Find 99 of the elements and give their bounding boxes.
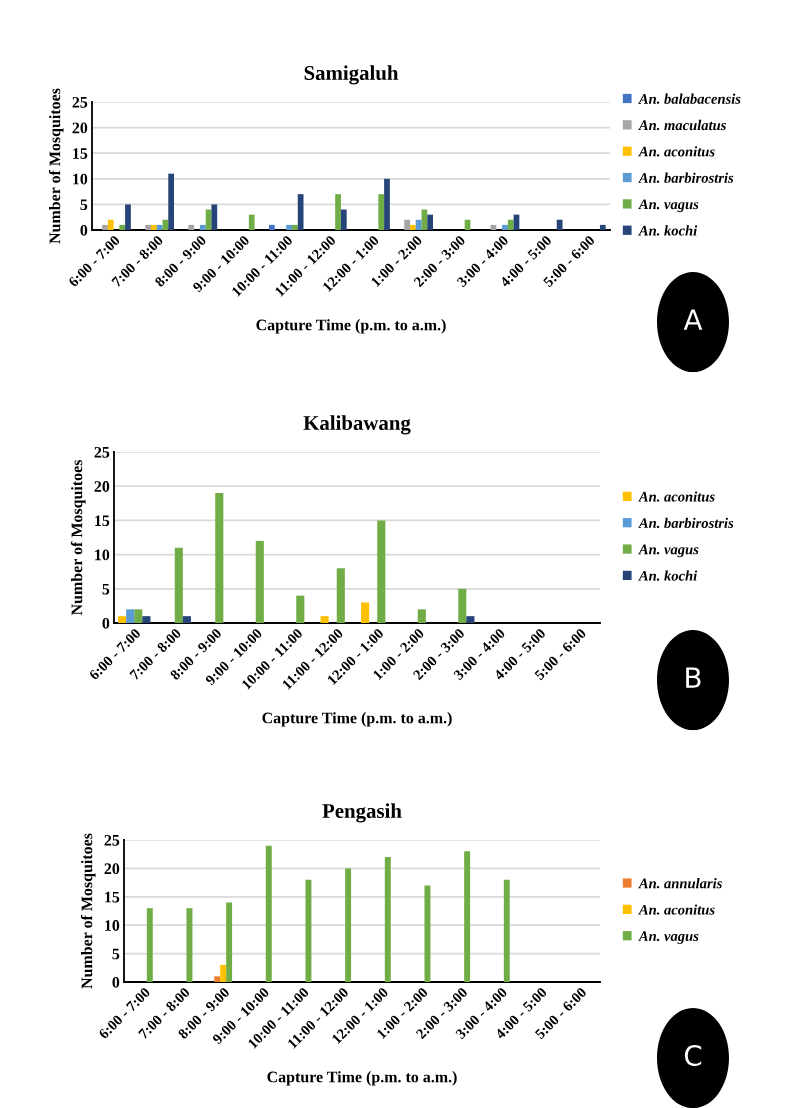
bar [268,224,275,230]
y-tick-label: 0 [80,224,88,236]
bar [507,219,514,230]
bar [345,868,352,982]
bar [119,224,126,230]
y-tick-label: 20 [94,481,110,492]
bar [286,224,293,230]
bar [220,964,227,982]
bar [134,609,143,623]
bar [305,879,312,982]
legend-label: An. balabacensis [638,93,741,104]
bar [118,616,127,623]
y-tick-label: 10 [73,173,88,185]
y-tick-label: 10 [105,920,120,931]
bar [145,224,151,230]
bar [174,547,183,623]
bar [361,602,370,623]
legend-label: An. aconitus [638,904,715,915]
legend-label: An. maculatus [638,119,726,131]
text: A [683,309,703,330]
bar [424,885,431,982]
y-tick-label: 5 [80,199,88,211]
bar [150,224,157,230]
bar [107,219,114,230]
bar [214,976,221,982]
bar [404,219,410,230]
chart-title: Pengasih [322,803,402,823]
legend-label: An. barbirostris [638,517,734,529]
y-tick-label: 15 [105,891,120,903]
bar [186,908,193,982]
y-tick-label: 5 [112,948,120,960]
bar [377,520,386,623]
bar [599,224,606,230]
legend-label: An. vagus [638,931,699,944]
y-tick-label: 10 [95,549,110,561]
bar [199,224,206,230]
y-tick-label: 5 [102,583,110,595]
y-axis-title: Number of Mosquitoes [80,833,96,989]
chart-title: Kalibawang [303,415,411,435]
legend-label: An. barbirostris [638,172,734,183]
bar [384,857,391,982]
y-tick-label: 25 [104,834,120,846]
bar [378,194,385,230]
y-tick-label: 0 [112,976,120,988]
bar [125,204,131,230]
bar [556,219,563,230]
legend-label: An. kochi [638,570,698,581]
text: B [686,667,701,688]
y-tick-label: 15 [95,515,110,527]
bar [188,224,195,230]
bar [182,616,191,623]
bar [146,908,153,982]
bar [292,224,298,230]
legend-label: An. annularis [638,878,722,889]
bar [458,588,467,623]
bar [464,851,471,982]
bar [384,178,390,230]
x-axis-title: Capture Time (p.m. to a.m.) [267,1071,457,1086]
legend-label: An. vagus [638,199,699,213]
legend-label: An. aconitus [638,491,715,502]
bar [297,194,304,230]
bar [336,568,345,623]
bar [126,609,135,623]
y-tick-label: 0 [102,617,110,629]
bar [248,214,255,230]
chart-title: Samigaluh [304,65,399,85]
bar [211,204,218,230]
bar [466,616,475,623]
legend-label: An. vagus [638,544,699,558]
x-axis-title: Capture Time (p.m. to a.m.) [256,319,446,334]
bar [417,609,426,623]
bar [215,493,224,623]
bar [255,540,264,623]
y-tick-label: 20 [104,863,120,875]
bar [296,595,305,623]
y-axis-title: Number of Mosquitoes [48,88,64,244]
bar [409,224,416,230]
bar [340,209,347,230]
bar [502,224,508,230]
bar [156,224,163,230]
bar [168,173,175,230]
bar [320,616,329,623]
y-tick-label: 20 [72,122,88,134]
x-axis-title: Capture Time (p.m. to a.m.) [262,712,452,727]
bar [427,214,434,230]
bar [142,616,151,623]
bar [415,219,422,230]
bar [226,902,233,982]
bar [265,845,272,982]
y-axis-title: Number of Mosquitoes [70,459,86,616]
y-tick-label: 15 [73,148,88,159]
bar [335,194,341,230]
y-tick-label: 25 [94,446,110,458]
legend-label: An. kochi [638,225,698,236]
y-tick-label: 25 [72,96,88,108]
bar [102,224,108,230]
legend-label: An. aconitus [638,146,715,157]
text: C [684,1045,702,1067]
bar [503,879,510,982]
